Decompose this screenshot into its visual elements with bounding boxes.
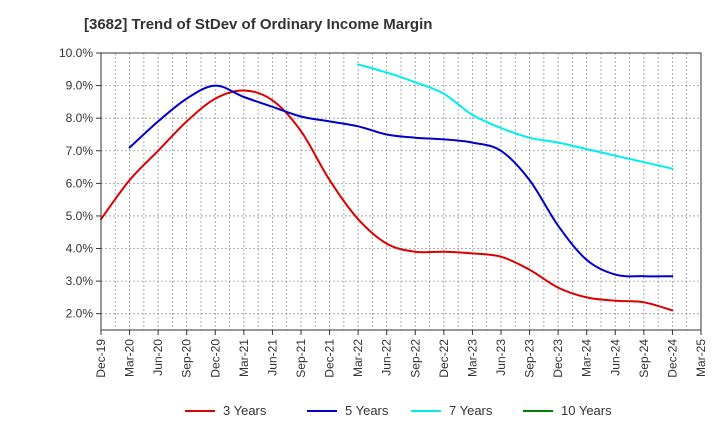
y-tick-label: 4.0% <box>66 242 94 256</box>
x-tick-label: Dec-20 <box>208 339 222 378</box>
x-tick-label: Sep-22 <box>408 339 422 378</box>
plot-area <box>101 53 701 330</box>
y-tick-label: 8.0% <box>66 111 94 125</box>
legend: 3 Years 5 Years 7 Years 10 Years <box>185 403 612 418</box>
x-tick-label: Jun-23 <box>494 339 508 376</box>
series-line-1 <box>100 89 674 312</box>
x-tick-label: Jun-22 <box>380 339 394 376</box>
y-tick-label: 9.0% <box>66 79 94 93</box>
x-tick-label: Dec-19 <box>94 339 108 378</box>
y-axis-ticks: 2.0% 3.0% 4.0% 5.0% 6.0% 7.0% 8.0% 9.0% 10.0% <box>59 46 101 321</box>
y-tick-label: 7.0% <box>66 144 94 158</box>
x-axis-ticks: Dec-19 Mar-20 Jun-20 Sep-20 Dec-20 Mar-21 Jun-… <box>94 330 708 378</box>
legend-label-1: 3 Years <box>223 403 267 418</box>
legend-label-4: 10 Years <box>561 403 612 418</box>
x-tick-label: Dec-24 <box>665 339 679 378</box>
x-tick-label: Jun-20 <box>151 339 165 376</box>
series-line-3 <box>357 63 674 170</box>
y-tick-label: 5.0% <box>66 209 94 223</box>
x-tick-label: Mar-21 <box>237 339 251 377</box>
x-tick-label: Mar-24 <box>580 339 594 377</box>
x-tick-label: Sep-23 <box>523 339 537 378</box>
x-tick-label: Mar-23 <box>465 339 479 377</box>
x-tick-label: Jun-21 <box>265 339 279 376</box>
x-tick-label: Dec-22 <box>437 339 451 378</box>
chart-title: [3682] Trend of StDev of Ordinary Income… <box>84 16 432 33</box>
legend-label-3: 7 Years <box>449 403 493 418</box>
x-tick-label: Mar-25 <box>694 339 708 377</box>
x-tick-label: Dec-21 <box>323 339 337 378</box>
y-tick-label: 6.0% <box>66 176 94 190</box>
x-tick-label: Sep-20 <box>180 339 194 378</box>
x-tick-label: Mar-22 <box>351 339 365 377</box>
y-tick-label: 2.0% <box>66 307 94 321</box>
legend-label-2: 5 Years <box>345 403 389 418</box>
x-tick-label: Mar-20 <box>123 339 137 377</box>
y-tick-label: 10.0% <box>59 46 93 60</box>
x-tick-label: Dec-23 <box>551 339 565 378</box>
x-tick-label: Sep-24 <box>637 339 651 378</box>
series-lines <box>100 63 674 312</box>
series-line-2 <box>128 84 674 278</box>
y-tick-label: 3.0% <box>66 274 94 288</box>
x-tick-label: Sep-21 <box>294 339 308 378</box>
x-tick-label: Jun-24 <box>608 339 622 376</box>
plot-frame <box>100 52 702 331</box>
